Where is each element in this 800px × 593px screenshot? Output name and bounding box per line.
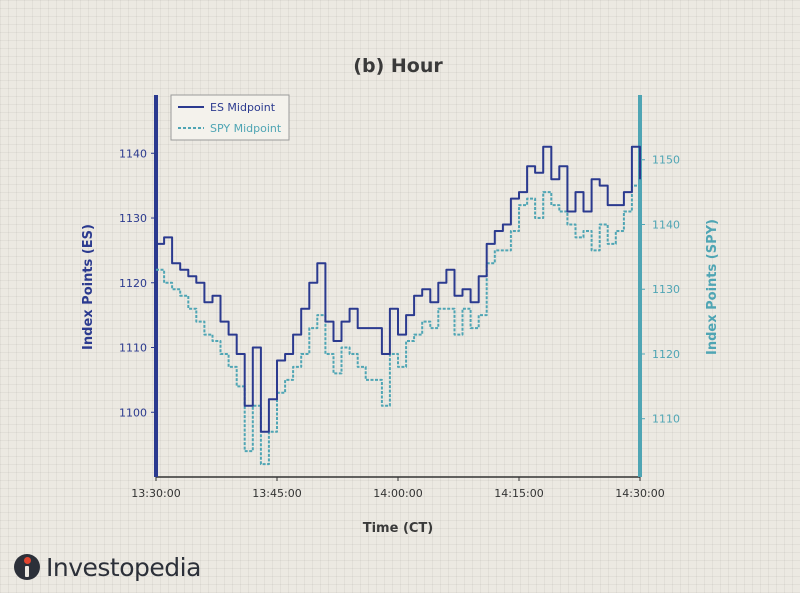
y-left-tick-label: 1120 — [119, 277, 147, 290]
x-axis-label: Time (CT) — [363, 521, 434, 536]
y-left-tick-label: 1140 — [119, 147, 147, 160]
investopedia-logo-icon — [14, 554, 40, 580]
y-right-tick-label: 1150 — [652, 154, 680, 167]
investopedia-logo: Investopedia — [14, 549, 201, 585]
y-right-tick-label: 1130 — [652, 283, 680, 296]
y-right-tick-label: 1120 — [652, 348, 680, 361]
x-tick-label: 13:30:00 — [131, 487, 180, 500]
chart-title: (b) Hour — [353, 55, 443, 77]
y-axis-label-left: Index Points (ES) — [81, 224, 96, 350]
y-right-tick-label: 1140 — [652, 218, 680, 231]
es-midpoint-line — [156, 145, 641, 433]
x-tick-label: 14:00:00 — [373, 487, 422, 500]
y-left-tick-label: 1130 — [119, 212, 147, 225]
legend-es-label: ES Midpoint — [210, 101, 276, 114]
x-tick-label: 14:30:00 — [615, 487, 664, 500]
y-left-tick-label: 1110 — [119, 342, 147, 355]
legend: ES Midpoint SPY Midpoint — [170, 94, 290, 141]
x-tick-label: 14:15:00 — [494, 487, 543, 500]
legend-box — [170, 94, 290, 141]
plot-area: 13:30:00 13:45:00 14:00:00 14:15:00 14:30:00… — [119, 95, 680, 500]
x-tick-label: 13:45:00 — [252, 487, 301, 500]
y-right-tick-label: 1110 — [652, 413, 680, 426]
legend-spy-label: SPY Midpoint — [210, 122, 282, 135]
y-axis-label-right: Index Points (SPY) — [705, 219, 720, 355]
y-left-tick-label: 1100 — [119, 406, 147, 419]
logo-text: Investopedia — [46, 552, 201, 582]
